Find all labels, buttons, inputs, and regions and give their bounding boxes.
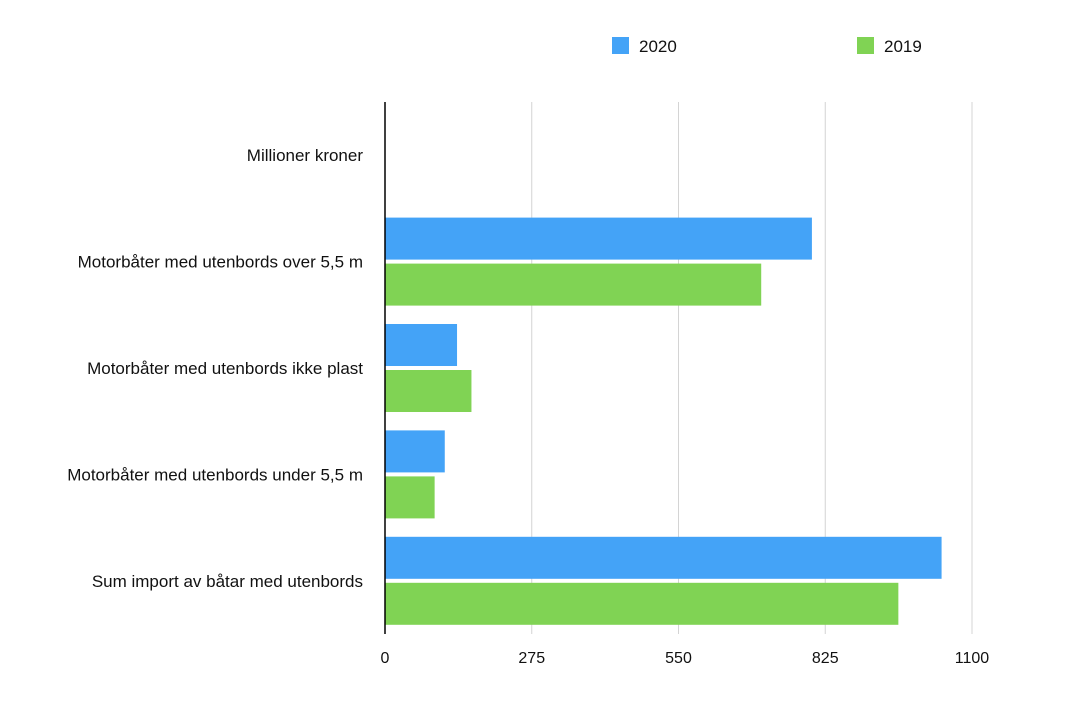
bar-2020-2 [385,324,458,366]
category-label: Motorbåter med utenbords under 5,5 m [67,465,363,484]
x-tick-label: 550 [665,650,692,667]
bar-2019-3 [385,476,435,519]
bar-2020-4 [385,536,942,579]
bars [385,217,942,625]
legend: 2020 2019 [612,37,922,56]
category-label: Motorbåter med utenbords ikke plast [87,359,363,378]
bar-2020-3 [385,430,445,473]
category-labels: Millioner kroner Motorbåter med utenbords… [67,146,363,591]
bar-2019-2 [385,370,472,412]
x-tick-label: 275 [518,650,545,667]
legend-swatch-2019 [857,37,874,54]
x-tick-label: 825 [812,650,839,667]
bar-2019-4 [385,582,899,625]
x-tick-labels: 0 275 550 825 1100 [381,650,990,667]
bar-2019-1 [385,263,762,306]
category-label: Millioner kroner [247,146,364,165]
category-label: Sum import av båtar med utenbords [92,572,363,591]
legend-label-2019: 2019 [884,37,922,56]
x-tick-label: 1100 [955,650,990,667]
x-tick-label: 0 [381,650,390,667]
legend-swatch-2020 [612,37,629,54]
category-label: Motorbåter med utenbords over 5,5 m [78,253,363,272]
bar-2020-1 [385,217,812,260]
legend-label-2020: 2020 [639,37,677,56]
